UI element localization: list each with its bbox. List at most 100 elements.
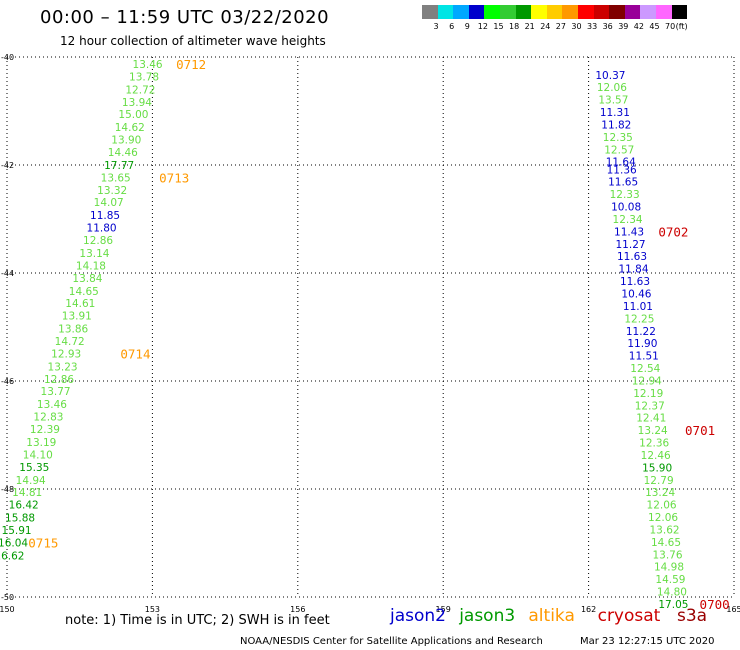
wave-height-value: 12.34 [613,214,643,226]
x-tick-label: 159 [436,605,451,614]
timestamp-text: Mar 23 12:27:15 UTC 2020 [580,636,715,647]
legend-item-cryosat: cryosat [597,606,661,626]
wave-height-value: 13.24 [638,425,668,437]
wave-height-value: 14.10 [23,449,53,461]
wave-height-value: 15.88 [5,513,35,525]
color-swatch [624,5,641,19]
footer-note: note: 1) Time is in UTC; 2) SWH is in fe… [65,613,330,628]
wave-height-value: 13.19 [26,437,56,449]
wave-height-value: 12.06 [648,512,678,524]
wave-height-value: 14.80 [657,587,687,599]
color-scale-label: 12 [477,22,488,31]
wave-height-value: 11.64 [606,157,636,169]
color-scale-label: (ft) [675,22,688,31]
color-swatch [531,5,547,19]
wave-height-value: 12.79 [644,475,674,487]
y-tick-label: -50 [1,593,14,602]
color-scale-label: 42 [633,22,644,31]
wave-height-value: 11.80 [87,223,117,235]
legend-item-jason3: jason3 [459,606,516,626]
wave-height-value: 12.37 [635,400,665,412]
wave-height-value: 13.46 [37,399,67,411]
wave-height-value: 12.86 [83,235,113,247]
wave-height-value: 15.00 [118,109,148,121]
wave-height-value: 14.59 [655,574,685,586]
wave-height-value: 11.43 [614,226,644,238]
time-label: 0712 [176,57,206,72]
wave-height-value: 16.04 [0,537,28,549]
wave-height-value: 12.36 [639,438,669,450]
wave-height-value: 11.36 [607,164,637,176]
wave-height-value: 12.33 [610,189,640,201]
wave-height-value: 11.82 [601,119,631,131]
wave-height-value: 13.57 [598,95,628,107]
time-label: 0702 [658,224,688,239]
wave-height-value: 12.57 [604,144,634,156]
color-swatch [671,5,688,19]
wave-height-value: 17.05 [658,599,688,611]
wave-height-value: 13.84 [72,273,102,285]
wave-height-value: 11.85 [90,210,120,222]
y-tick-label: -46 [1,377,14,386]
color-swatch [422,5,438,19]
wave-height-value: 11.31 [600,107,630,119]
wave-height-value: 15.35 [19,462,49,474]
color-swatch [546,5,563,19]
legend-item-jason2: jason2 [390,606,446,626]
wave-height-value: 11.84 [618,264,648,276]
color-scale-label: 3 [433,22,439,31]
time-label: 0700 [700,597,730,612]
color-swatch [593,5,610,19]
wave-height-value: 11.51 [629,351,659,363]
color-scale-label: 33 [587,22,598,31]
wave-height-value: 13.62 [650,524,680,536]
wave-height-value: 11.63 [620,276,650,288]
x-tick-label: 150 [0,605,15,614]
color-scale-label: 30 [571,22,582,31]
color-swatch [437,5,454,19]
wave-height-value: 10.37 [595,70,625,82]
color-swatch [499,5,516,19]
wave-height-value: 12.86 [44,374,74,386]
color-swatch [484,5,500,19]
color-scale-label: 39 [618,22,629,31]
wave-height-value: 12.19 [633,388,663,400]
wave-height-value: 12.72 [125,84,155,96]
wave-height-value: 14.46 [108,147,138,159]
x-tick-label: 153 [145,605,160,614]
wave-height-value: 13.86 [58,324,88,336]
wave-height-value: 10.46 [621,289,651,301]
color-scale-label: 6 [449,22,455,31]
wave-height-value: 13.90 [111,135,141,147]
time-label: 0713 [159,170,189,185]
wave-height-value: 14.62 [115,122,145,134]
wave-height-value: 11.65 [608,177,638,189]
wave-height-value: 11.01 [623,301,653,313]
color-scale-label: 36 [602,22,613,31]
wave-height-value: 12.06 [647,500,677,512]
wave-height-value: 14.61 [65,298,95,310]
wave-height-value: 14.18 [76,260,106,272]
time-label: 0714 [120,346,150,361]
wave-height-value: 10.08 [611,202,641,214]
wave-height-value: 12.35 [603,132,633,144]
wave-height-value: 12.93 [51,348,81,360]
wave-height-value: 12.83 [33,412,63,424]
wave-height-value: 13.24 [645,487,675,499]
color-scale-label: 15 [493,22,504,31]
color-scale-labels: 3 6 9 12 15 18 21 24 27 30 33 36 39 42 45 70 (ft) [422,22,740,34]
wave-height-value: 12.41 [636,413,666,425]
time-label: 0715 [28,535,58,550]
wave-height-value: 12.25 [624,313,654,325]
wave-height-value: 12.54 [630,363,660,375]
wave-height-value: 13.77 [41,386,71,398]
color-swatch [468,5,485,19]
color-swatch [640,5,656,19]
wave-height-value: 15.90 [642,462,672,474]
time-label: 0701 [685,423,715,438]
wave-height-value: 13.78 [129,71,159,83]
legend-item-s3a: s3a [677,606,708,626]
color-scale-label: 27 [555,22,566,31]
wave-height-value: 13.32 [97,185,127,197]
